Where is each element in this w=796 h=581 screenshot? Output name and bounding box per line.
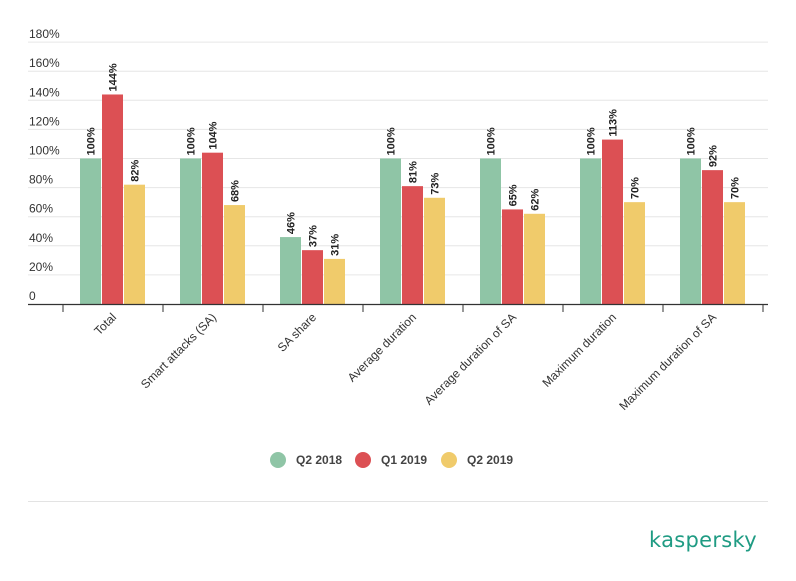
- y-tick-label: 160%: [29, 56, 60, 70]
- data-label: 62%: [530, 189, 542, 211]
- bar: [80, 158, 101, 304]
- data-label: 92%: [708, 145, 720, 167]
- data-label: 68%: [230, 180, 242, 202]
- bar: [402, 186, 423, 304]
- x-category-label: SA share: [275, 310, 320, 355]
- bar: [102, 94, 123, 304]
- data-label: 100%: [486, 127, 498, 155]
- legend-swatch: [441, 452, 457, 468]
- data-label: 73%: [430, 173, 442, 195]
- bar: [680, 158, 701, 304]
- data-label: 100%: [186, 127, 198, 155]
- bar: [580, 158, 601, 304]
- legend-label: Q2 2018: [296, 453, 342, 467]
- data-label: 100%: [86, 127, 98, 155]
- bars: [80, 94, 745, 304]
- bar: [180, 158, 201, 304]
- bar: [124, 184, 145, 304]
- data-label: 100%: [586, 127, 598, 155]
- data-label: 70%: [730, 177, 742, 199]
- y-tick-label: 60%: [29, 202, 53, 216]
- data-label: 82%: [130, 159, 142, 181]
- data-label: 81%: [408, 161, 420, 183]
- bar: [480, 158, 501, 304]
- kaspersky-logo: kaspersky: [649, 528, 757, 552]
- bar: [280, 237, 301, 304]
- data-label: 46%: [286, 212, 298, 234]
- data-label: 65%: [508, 184, 520, 206]
- bar: [524, 213, 545, 304]
- data-label: 113%: [608, 109, 620, 137]
- y-tick-label: 20%: [29, 260, 53, 274]
- y-tick-label: 140%: [29, 85, 60, 99]
- x-category-label: Average duration: [345, 310, 419, 384]
- legend-label: Q1 2019: [381, 453, 427, 467]
- legend-label: Q2 2019: [467, 453, 513, 467]
- y-tick-label: 100%: [29, 144, 60, 158]
- y-tick-label: 180%: [29, 27, 60, 41]
- y-axis: 0 20% 40% 60% 80% 100% 120% 140% 160% 180%: [29, 27, 60, 303]
- bar: [324, 258, 345, 304]
- footer-divider: [28, 501, 768, 502]
- legend-swatch: [270, 452, 286, 468]
- bar: [724, 202, 745, 304]
- x-category-label: Smart attacks (SA): [138, 310, 219, 391]
- bar: [302, 250, 323, 304]
- data-label: 37%: [308, 225, 320, 247]
- y-tick-label: 120%: [29, 114, 60, 128]
- x-axis: Total Smart attacks (SA) SA share Average d…: [28, 303, 768, 413]
- data-label: 100%: [686, 127, 698, 155]
- data-label: 144%: [108, 63, 120, 91]
- bar: [224, 205, 245, 304]
- x-category-label: Maximum duration of SA: [616, 310, 719, 413]
- data-label: 70%: [630, 177, 642, 199]
- x-category-label: Maximum duration: [539, 310, 619, 390]
- bar: [424, 197, 445, 304]
- x-category-label: Average duration of SA: [422, 310, 519, 407]
- bar: [380, 158, 401, 304]
- x-category-label: Total: [91, 310, 119, 338]
- legend: Q2 2018 Q1 2019 Q2 2019: [270, 452, 513, 468]
- data-label: 31%: [330, 234, 342, 256]
- y-tick-label: 0: [29, 289, 36, 303]
- bar: [502, 209, 523, 304]
- bar: [602, 139, 623, 304]
- y-tick-label: 80%: [29, 173, 53, 187]
- legend-swatch: [355, 452, 371, 468]
- bar: [624, 202, 645, 304]
- y-tick-label: 40%: [29, 231, 53, 245]
- data-label: 100%: [386, 127, 398, 155]
- data-label: 104%: [208, 121, 220, 149]
- bar: [202, 152, 223, 304]
- bar: [702, 170, 723, 304]
- data-labels: 100% 100% 46% 100% 100% 100% 100% 144% 104% 37% 81…: [86, 63, 742, 256]
